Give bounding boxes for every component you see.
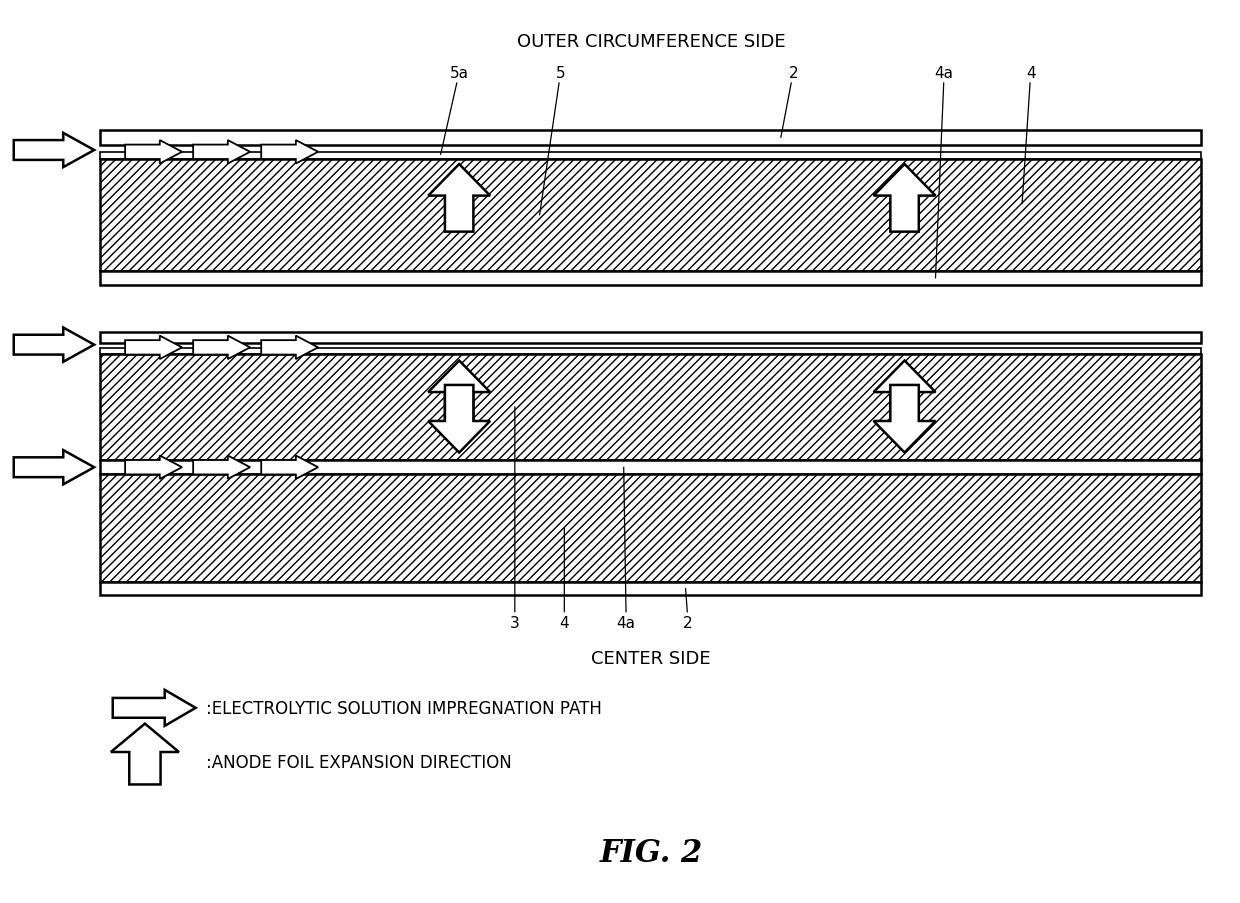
Text: 2: 2 xyxy=(683,589,693,630)
Polygon shape xyxy=(428,386,490,453)
Text: 4: 4 xyxy=(559,528,569,630)
Text: :ANODE FOIL EXPANSION DIRECTION: :ANODE FOIL EXPANSION DIRECTION xyxy=(206,753,511,771)
Text: OUTER CIRCUMFERENCE SIDE: OUTER CIRCUMFERENCE SIDE xyxy=(517,33,785,51)
Polygon shape xyxy=(262,336,319,359)
Polygon shape xyxy=(125,141,182,164)
Bar xyxy=(100,349,1202,354)
Polygon shape xyxy=(14,134,94,168)
Polygon shape xyxy=(125,456,182,479)
Polygon shape xyxy=(262,141,319,164)
Polygon shape xyxy=(874,361,935,429)
Text: 3: 3 xyxy=(510,407,520,630)
Polygon shape xyxy=(193,456,250,479)
Text: 5a: 5a xyxy=(440,66,469,155)
Polygon shape xyxy=(428,165,490,232)
Bar xyxy=(100,153,1202,160)
Polygon shape xyxy=(193,141,250,164)
Bar xyxy=(100,461,1202,475)
Polygon shape xyxy=(874,386,935,453)
Text: CENTER SIDE: CENTER SIDE xyxy=(591,649,711,667)
Bar xyxy=(100,131,1202,145)
Polygon shape xyxy=(125,336,182,359)
Polygon shape xyxy=(14,328,94,362)
Bar xyxy=(100,582,1202,596)
Text: 4a: 4a xyxy=(935,66,954,279)
Text: 5: 5 xyxy=(539,66,565,216)
Text: 4a: 4a xyxy=(616,468,636,630)
Polygon shape xyxy=(874,165,935,232)
Text: 2: 2 xyxy=(781,66,799,138)
Bar xyxy=(100,475,1202,582)
Polygon shape xyxy=(193,336,250,359)
Bar xyxy=(100,272,1202,286)
Polygon shape xyxy=(110,724,179,785)
Text: 4: 4 xyxy=(1022,66,1035,204)
Bar xyxy=(100,354,1202,461)
Text: :ELECTROLYTIC SOLUTION IMPREGNATION PATH: :ELECTROLYTIC SOLUTION IMPREGNATION PATH xyxy=(206,699,601,717)
Polygon shape xyxy=(113,690,196,726)
Text: FIG. 2: FIG. 2 xyxy=(599,836,703,868)
Polygon shape xyxy=(262,456,319,479)
Polygon shape xyxy=(14,451,94,485)
Bar xyxy=(100,160,1202,272)
Polygon shape xyxy=(428,361,490,429)
Bar xyxy=(100,332,1202,343)
